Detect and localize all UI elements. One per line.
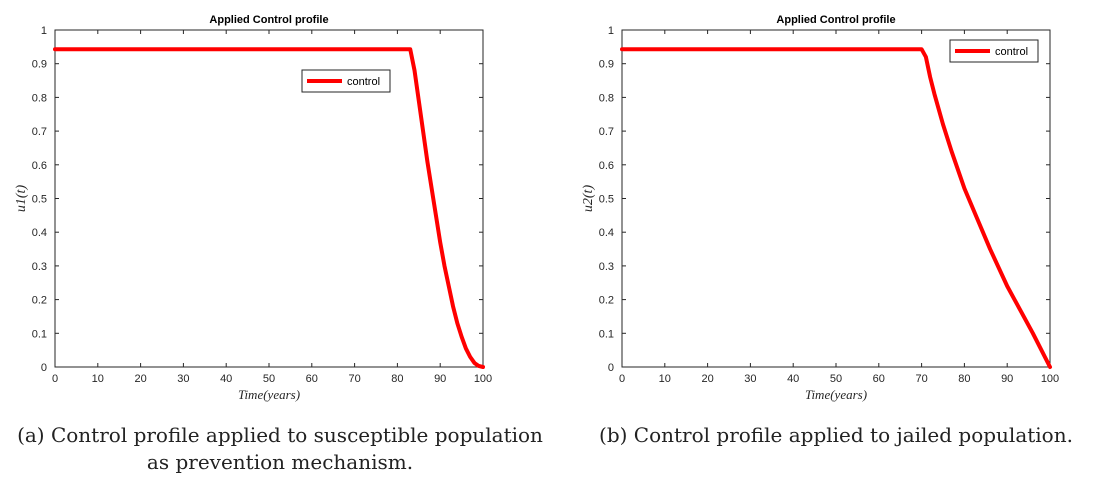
y-tick-label: 0.9	[32, 59, 47, 71]
x-axis-label: Time(years)	[805, 387, 867, 402]
x-tick-label: 50	[263, 373, 275, 385]
x-tick-label: 20	[134, 373, 146, 385]
y-tick-label: 0.6	[599, 160, 614, 172]
legend-box	[949, 39, 1039, 63]
legend-label: control	[995, 46, 1028, 58]
caption-a: (a) Control profile applied to susceptib…	[17, 423, 543, 474]
y-axis-label: u1(t)	[14, 185, 29, 213]
y-tick-label: 0.4	[32, 227, 47, 239]
x-tick-label: 80	[958, 373, 970, 385]
plot-area	[621, 29, 1051, 368]
x-tick-label: 90	[434, 373, 446, 385]
y-tick-label: 0.3	[32, 261, 47, 273]
figure-panel-a: 0 10 20 30 40 50 60 70 80 90 100 0 0.1 0.2 0.3 0.4 0.5 0.…	[0, 0, 557, 487]
x-tick-label: 10	[92, 373, 104, 385]
x-tick-label: 0	[52, 373, 58, 385]
y-tick-label: 0.1	[32, 328, 47, 340]
x-tick-label: 40	[787, 373, 799, 385]
y-tick-label: 0.7	[599, 126, 614, 138]
y-tick-label: 0	[608, 362, 614, 374]
plot-area	[54, 29, 484, 368]
x-tick-label: 20	[701, 373, 713, 385]
legend-box	[301, 69, 391, 93]
series-line-control	[53, 47, 485, 369]
legend-label: control	[347, 76, 380, 88]
y-tick-label: 0.5	[599, 194, 614, 206]
series-line-control	[620, 47, 1052, 369]
x-axis-label: Time(years)	[238, 387, 300, 402]
y-tick-label: 1	[41, 25, 47, 37]
x-tick-label: 60	[873, 373, 885, 385]
y-tick-label: 0.2	[32, 295, 47, 307]
chart-b: 0 10 20 30 40 50 60 70 80 90 100 0 0.1 0.2 0.3 0.4 0.5 0.…	[581, 14, 1059, 402]
x-tick-label: 90	[1001, 373, 1013, 385]
y-tick-label: 1	[608, 25, 614, 37]
x-tick-label: 100	[1041, 373, 1059, 385]
x-tick-label: 70	[915, 373, 927, 385]
y-tick-label: 0.5	[32, 194, 47, 206]
y-tick-label: 0.1	[599, 328, 614, 340]
x-tick-label: 30	[177, 373, 189, 385]
x-tick-label: 40	[220, 373, 232, 385]
figure-panel-b: 0 10 20 30 40 50 60 70 80 90 100 0 0.1 0.2 0.3 0.4 0.5 0.…	[557, 0, 1115, 487]
chart-a: 0 10 20 30 40 50 60 70 80 90 100 0 0.1 0.2 0.3 0.4 0.5 0.…	[14, 14, 492, 402]
y-tick-label: 0.9	[599, 59, 614, 71]
chart-title: Applied Control profile	[776, 14, 895, 26]
x-tick-label: 60	[306, 373, 318, 385]
y-axis-label: u2(t)	[581, 185, 596, 213]
x-tick-label: 10	[659, 373, 671, 385]
y-tick-label: 0	[41, 362, 47, 374]
x-tick-label: 0	[619, 373, 625, 385]
y-tick-label: 0.8	[32, 92, 47, 104]
x-tick-label: 70	[348, 373, 360, 385]
y-tick-label: 0.4	[599, 227, 614, 239]
y-tick-label: 0.7	[32, 126, 47, 138]
y-tick-label: 0.6	[32, 160, 47, 172]
y-tick-label: 0.2	[599, 295, 614, 307]
chart-title: Applied Control profile	[209, 14, 328, 26]
caption-b: (b) Control profile applied to jailed po…	[599, 423, 1073, 447]
x-tick-label: 30	[744, 373, 756, 385]
y-tick-label: 0.3	[599, 261, 614, 273]
x-tick-label: 80	[391, 373, 403, 385]
y-tick-label: 0.8	[599, 92, 614, 104]
x-tick-label: 100	[474, 373, 492, 385]
x-tick-label: 50	[830, 373, 842, 385]
